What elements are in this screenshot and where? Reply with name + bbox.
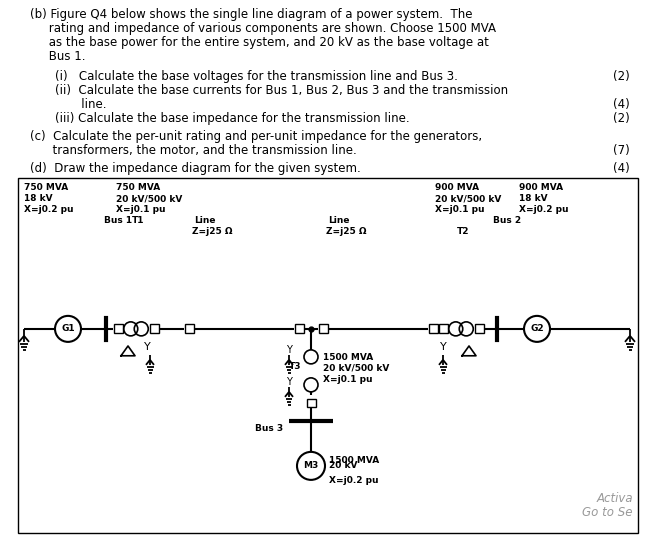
Text: M3: M3 — [304, 462, 318, 470]
Text: G2: G2 — [530, 324, 544, 334]
Text: 20 kV/500 kV: 20 kV/500 kV — [116, 194, 183, 203]
Text: (i)   Calculate the base voltages for the transmission line and Bus 3.: (i) Calculate the base voltages for the … — [55, 70, 458, 83]
Text: 750 MVA: 750 MVA — [116, 183, 161, 192]
Bar — [428, 324, 437, 334]
Text: X=j0.1 pu: X=j0.1 pu — [323, 375, 372, 384]
Text: 900 MVA: 900 MVA — [519, 183, 563, 192]
Text: Line: Line — [194, 216, 216, 225]
Bar — [307, 399, 315, 407]
Bar — [294, 324, 304, 334]
Text: (iii) Calculate the base impedance for the transmission line.: (iii) Calculate the base impedance for t… — [55, 112, 410, 125]
Text: Z=j25 Ω: Z=j25 Ω — [192, 227, 233, 236]
Text: Activa: Activa — [597, 492, 633, 505]
Text: 18 kV: 18 kV — [519, 194, 547, 203]
Text: (ii)  Calculate the base currents for Bus 1, Bus 2, Bus 3 and the transmission: (ii) Calculate the base currents for Bus… — [55, 84, 508, 97]
Text: Bus 3: Bus 3 — [255, 424, 283, 433]
Bar — [18, 178, 638, 533]
Text: Y: Y — [144, 342, 150, 352]
Text: as the base power for the entire system, and 20 kV as the base voltage at: as the base power for the entire system,… — [30, 36, 489, 49]
Text: X=j0.1 pu: X=j0.1 pu — [435, 205, 484, 214]
Text: rating and impedance of various components are shown. Choose 1500 MVA: rating and impedance of various componen… — [30, 22, 496, 35]
Text: X=j0.2 pu: X=j0.2 pu — [24, 205, 73, 214]
Bar — [150, 324, 159, 334]
Text: (c)  Calculate the per-unit rating and per-unit impedance for the generators,: (c) Calculate the per-unit rating and pe… — [30, 130, 482, 143]
Text: X=j0.1 pu: X=j0.1 pu — [116, 205, 166, 214]
Text: 1500 MVA: 1500 MVA — [329, 456, 379, 465]
Text: 20 kV: 20 kV — [329, 462, 358, 470]
Text: transformers, the motor, and the transmission line.: transformers, the motor, and the transmi… — [30, 144, 357, 157]
Text: Y: Y — [286, 345, 292, 355]
Text: (2): (2) — [613, 70, 630, 83]
Text: X=j0.2 pu: X=j0.2 pu — [519, 205, 569, 214]
Text: Z=j25 Ω: Z=j25 Ω — [326, 227, 367, 236]
Bar — [474, 324, 484, 334]
Text: Y: Y — [286, 377, 292, 387]
Text: T1: T1 — [132, 216, 144, 225]
Text: 1500 MVA: 1500 MVA — [323, 353, 373, 362]
Text: Y: Y — [439, 342, 447, 352]
Bar — [439, 324, 447, 334]
Text: line.: line. — [55, 98, 107, 111]
Text: (d)  Draw the impedance diagram for the given system.: (d) Draw the impedance diagram for the g… — [30, 162, 361, 175]
Text: (2): (2) — [613, 112, 630, 125]
Text: (4): (4) — [613, 98, 630, 111]
Text: T2: T2 — [457, 227, 469, 236]
Text: 20 kV/500 kV: 20 kV/500 kV — [323, 364, 389, 373]
Text: Go to Se: Go to Se — [582, 506, 633, 519]
Text: Line: Line — [328, 216, 350, 225]
Text: Bus 1: Bus 1 — [104, 216, 132, 225]
Text: (b) Figure Q4 below shows the single line diagram of a power system.  The: (b) Figure Q4 below shows the single lin… — [30, 8, 473, 21]
Bar — [318, 324, 328, 334]
Text: X=j0.2 pu: X=j0.2 pu — [329, 476, 378, 485]
Text: (7): (7) — [613, 144, 630, 157]
Text: G1: G1 — [61, 324, 75, 334]
Text: 750 MVA: 750 MVA — [24, 183, 68, 192]
Text: Bus 1.: Bus 1. — [30, 50, 86, 63]
Text: 20 kV/500 kV: 20 kV/500 kV — [435, 194, 501, 203]
Text: 900 MVA: 900 MVA — [435, 183, 479, 192]
Text: Bus 2: Bus 2 — [493, 216, 521, 225]
Text: 18 kV: 18 kV — [24, 194, 53, 203]
Text: (4): (4) — [613, 162, 630, 175]
Bar — [114, 324, 122, 334]
Text: T3: T3 — [289, 363, 301, 371]
Bar — [185, 324, 194, 334]
